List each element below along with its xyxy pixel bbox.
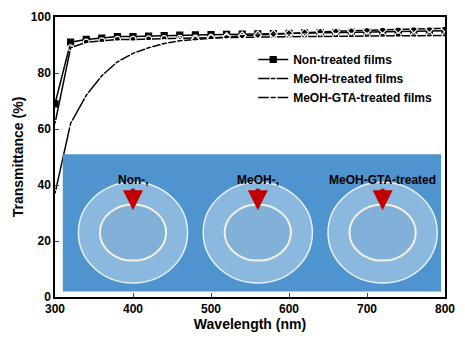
svg-text:MeOH-GTA-treated films: MeOH-GTA-treated films	[293, 91, 432, 105]
svg-text:500: 500	[201, 302, 221, 316]
svg-text:MeOH-,: MeOH-,	[237, 173, 279, 187]
svg-text:700: 700	[357, 302, 377, 316]
svg-text:Transmittance (%): Transmittance (%)	[10, 97, 26, 218]
svg-text:MeOH-treated films: MeOH-treated films	[293, 72, 403, 86]
svg-text:0: 0	[44, 290, 51, 304]
svg-text:40: 40	[37, 178, 51, 192]
svg-text:100: 100	[31, 10, 51, 24]
svg-text:Non-,: Non-,	[118, 173, 149, 187]
svg-text:60: 60	[37, 122, 51, 136]
svg-text:MeOH-GTA-treated: MeOH-GTA-treated	[329, 173, 436, 187]
svg-text:80: 80	[37, 66, 51, 80]
svg-text:800: 800	[435, 302, 455, 316]
svg-text:20: 20	[37, 234, 51, 248]
svg-text:Non-treated films: Non-treated films	[293, 53, 392, 67]
svg-text:Wavelength (nm): Wavelength (nm)	[194, 316, 306, 332]
svg-text:400: 400	[123, 302, 143, 316]
svg-text:600: 600	[279, 302, 299, 316]
svg-text:300: 300	[45, 302, 65, 316]
